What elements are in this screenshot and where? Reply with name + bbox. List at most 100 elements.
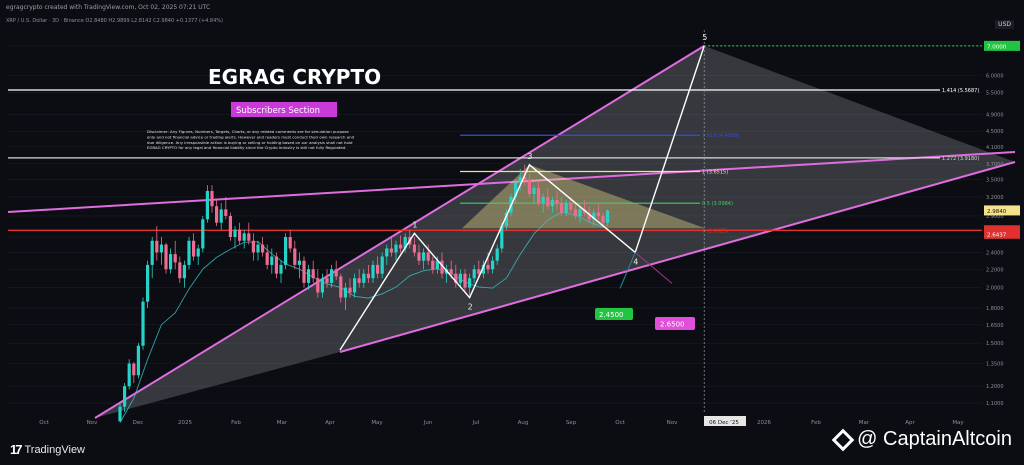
candle-body [187,240,191,265]
candle-body [334,269,338,277]
candle-body [389,248,393,253]
candle-body [380,256,384,274]
target-label-pink: 2.6500 [660,321,685,329]
x-tick-label: 2026 [757,420,771,426]
candle-body [495,248,499,261]
x-tick-label: Sep [566,420,577,426]
x-tick-label: Oct [615,420,625,426]
candle-body [224,209,228,216]
x-tick-label: Mar [859,420,870,426]
candle-body [293,248,297,265]
target-box-green [595,308,633,320]
projection-line-pink [634,252,673,284]
candle-body [316,278,320,293]
y-tick-label: 2.9000 [986,214,1004,220]
candle-body [353,278,357,293]
candle-body [279,264,283,274]
x-tick-label: Apr [905,420,915,426]
moving-average-line [119,211,604,423]
candle-body [366,273,370,279]
candle-body [127,363,131,387]
x-tick-label: May [952,420,964,426]
candle-body [504,212,508,227]
candle-body [601,215,605,223]
candle-body [325,278,329,283]
candle-body [311,269,315,279]
candle-body [302,260,306,283]
level-label: 1 (3.6515) [702,169,728,175]
channel-lower-line [339,161,1016,353]
level-label: 1.414 (5.5687) [942,88,979,94]
x-tick-label: May [371,420,383,426]
candle-body [468,278,472,288]
candle-body [219,209,223,223]
candle-body [233,229,237,238]
chart-title: EGRAG CRYPTO [208,65,381,89]
candle-body [550,199,554,207]
candle-body [394,244,398,253]
candle-body [178,262,182,279]
candle-body [348,287,352,293]
candle-body [330,269,334,283]
grid [8,45,982,404]
candle-body [569,203,573,210]
candle-body [288,237,292,249]
candle-body [242,233,246,241]
candle-body [192,240,196,257]
candle-body [481,264,485,274]
candle-body [412,244,416,253]
candle-body [118,406,122,422]
candle-body [514,182,518,197]
symbol-line: XRP / U.S. Dollar · 3D · Binance O2.8480… [6,18,223,24]
candle-body [463,273,467,288]
candle-body [297,260,301,265]
disclaimer-line: due diligence. Any irresponsible action … [147,140,353,145]
y-tick-label: 1.2000 [986,384,1004,390]
level-label: 1.618 (4.4059) [702,133,739,139]
candle-body [343,287,347,298]
candle-body [251,240,255,253]
candle-body [527,179,531,194]
y-tick-label: 6.0000 [986,74,1004,80]
candle-body [541,196,545,204]
candle-body [256,244,260,253]
y-tick-label: 4.5000 [986,129,1004,135]
level-label: 0.5 (3.0984) [702,201,733,207]
candle-body [146,264,150,302]
captainaltcoin-label: @ CaptainAltcoin [857,428,1012,450]
candle-body [173,254,177,263]
candle-body [201,219,205,249]
y-tick-label: 1.5000 [986,341,1004,347]
candle-body [238,229,242,241]
fan-area [95,45,1015,419]
candle-body [132,363,136,376]
currency-label[interactable]: USD [995,20,1014,29]
candle-body [403,237,407,249]
x-tick-label: Aug [518,420,529,426]
price-tag-label: 2.6437 [987,232,1007,238]
candle-body [196,248,200,257]
candle-body [385,248,389,257]
captainaltcoin-logo-icon [831,428,855,451]
y-tick-label: 2.2000 [986,267,1004,273]
disclaimer-line: Disclaimer: Any Figures, Numbers, Target… [147,129,349,134]
candle-body [587,212,591,220]
price-tag [984,205,1020,216]
candle-body [523,176,527,180]
candle-body [486,264,490,270]
candle-body [159,244,163,253]
candle-body [123,386,127,407]
candle-body [169,254,173,270]
candle-body [339,276,343,298]
candle-body [472,269,476,279]
subtitle-box [231,102,337,117]
x-tick-label: Oct [39,420,49,426]
chart-caption: egragcrypto created with TradingView.com… [6,4,211,11]
candle-body [261,244,265,253]
wave-label-4: 4 [633,257,638,266]
x-tick-label: Nov [87,420,98,426]
candle-body [546,196,550,207]
y-tick-label: 4.9000 [986,113,1004,119]
x-tick-label: Dec [133,420,144,426]
